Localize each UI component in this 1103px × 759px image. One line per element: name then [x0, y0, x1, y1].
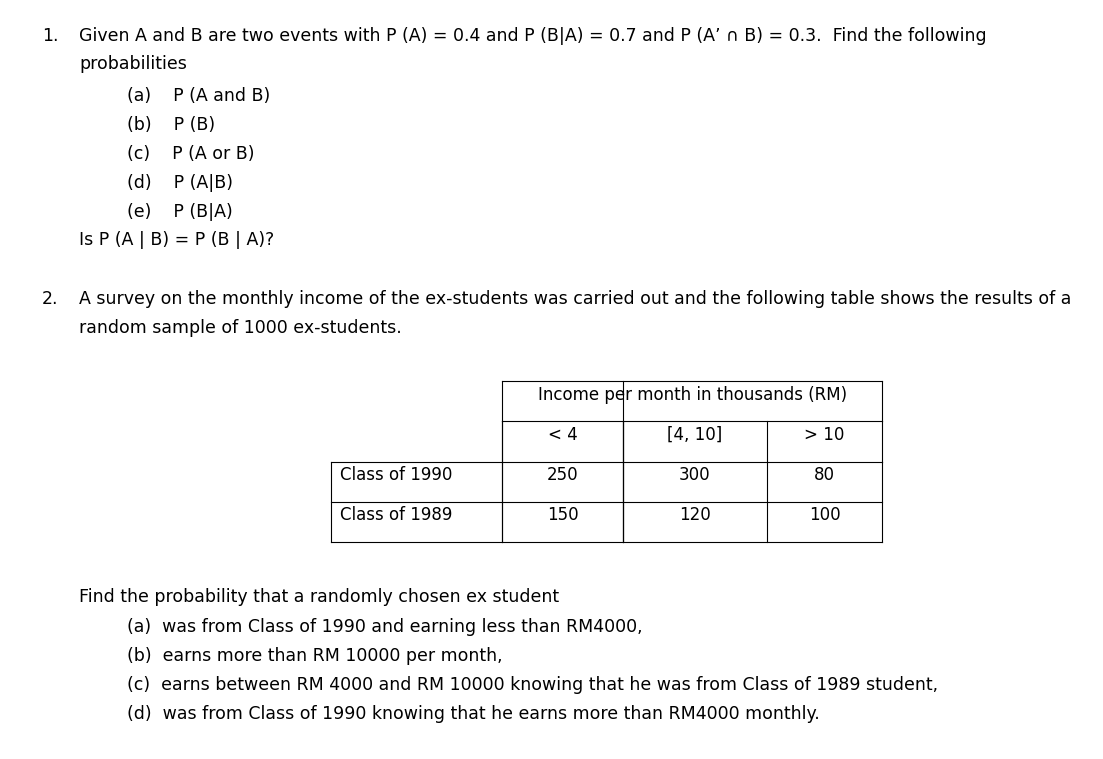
- Text: Is P (A | B) = P (B | A)?: Is P (A | B) = P (B | A)?: [79, 231, 275, 250]
- Text: (c)  earns between RM 4000 and RM 10000 knowing that he was from Class of 1989 s: (c) earns between RM 4000 and RM 10000 k…: [127, 676, 938, 694]
- Text: (c)    P (A or B): (c) P (A or B): [127, 145, 255, 163]
- Text: (b)  earns more than RM 10000 per month,: (b) earns more than RM 10000 per month,: [127, 647, 503, 665]
- Text: 80: 80: [814, 466, 835, 484]
- Text: random sample of 1000 ex-students.: random sample of 1000 ex-students.: [79, 319, 403, 337]
- Text: A survey on the monthly income of the ex-students was carried out and the follow: A survey on the monthly income of the ex…: [79, 290, 1072, 308]
- Text: Given A and B are two events with P (A) = 0.4 and P (B|A) = 0.7 and P (A’ ∩ B) =: Given A and B are two events with P (A) …: [79, 27, 987, 45]
- Text: (e)    P (B|A): (e) P (B|A): [127, 203, 233, 221]
- Text: 300: 300: [679, 466, 710, 484]
- Text: 1.: 1.: [42, 27, 58, 45]
- Text: 2.: 2.: [42, 290, 58, 308]
- Text: 250: 250: [547, 466, 578, 484]
- Text: 150: 150: [547, 506, 578, 524]
- Text: (a)  was from Class of 1990 and earning less than RM4000,: (a) was from Class of 1990 and earning l…: [127, 619, 642, 636]
- Text: > 10: > 10: [804, 426, 845, 444]
- Text: (a)    P (A and B): (a) P (A and B): [127, 87, 270, 106]
- Text: Class of 1990: Class of 1990: [340, 466, 452, 484]
- Text: Income per month in thousands (RM): Income per month in thousands (RM): [537, 386, 847, 404]
- Text: [4, 10]: [4, 10]: [667, 426, 722, 444]
- Text: 120: 120: [679, 506, 710, 524]
- Text: < 4: < 4: [548, 426, 577, 444]
- Text: (d)  was from Class of 1990 knowing that he earns more than RM4000 monthly.: (d) was from Class of 1990 knowing that …: [127, 705, 820, 723]
- Text: (d)    P (A|B): (d) P (A|B): [127, 174, 233, 192]
- Text: Class of 1989: Class of 1989: [340, 506, 452, 524]
- Text: probabilities: probabilities: [79, 55, 188, 74]
- Text: (b)    P (B): (b) P (B): [127, 116, 215, 134]
- Text: Find the probability that a randomly chosen ex student: Find the probability that a randomly cho…: [79, 588, 559, 606]
- Text: 100: 100: [808, 506, 840, 524]
